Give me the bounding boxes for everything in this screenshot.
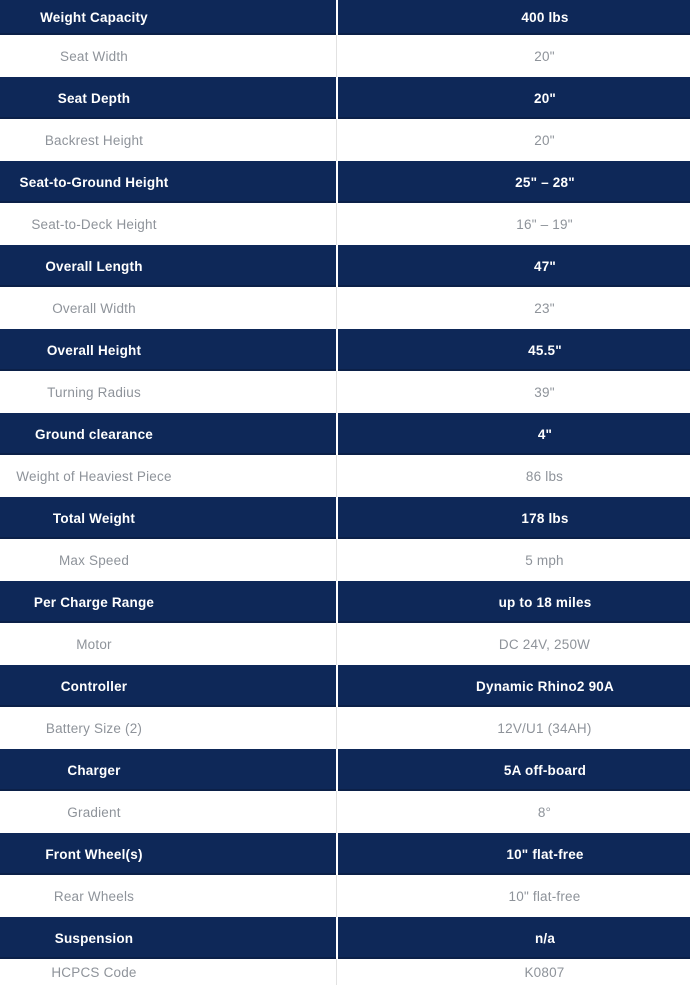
spec-value: Dynamic Rhino2 90A xyxy=(336,665,690,707)
spec-label: Max Speed xyxy=(58,552,130,568)
spec-row: Overall Height 45.5" xyxy=(0,329,690,371)
spec-label: Weight of Heaviest Piece xyxy=(16,468,172,484)
spec-value: 20" xyxy=(336,119,690,161)
spec-label: Overall Height xyxy=(46,342,142,358)
spec-value: 4" xyxy=(336,413,690,455)
spec-row: HCPCS Code K0807 xyxy=(0,959,690,985)
spec-value: 12V/U1 (34AH) xyxy=(336,707,690,749)
spec-label: Front Wheel(s) xyxy=(45,846,143,862)
spec-label: Seat Width xyxy=(59,48,129,64)
spec-value: n/a xyxy=(336,917,690,959)
spec-row: Per Charge Range up to 18 miles xyxy=(0,581,690,623)
spec-value: 86 lbs xyxy=(336,455,690,497)
spec-label: Motor xyxy=(76,636,112,652)
spec-row: Weight of Heaviest Piece 86 lbs xyxy=(0,455,690,497)
spec-row: Motor DC 24V, 250W xyxy=(0,623,690,665)
spec-label: Backrest Height xyxy=(44,132,144,148)
spec-value: 10" flat-free xyxy=(336,833,690,875)
spec-row: Overall Width 23" xyxy=(0,287,690,329)
spec-row: Weight Capacity 400 lbs xyxy=(0,0,690,35)
spec-row: Turning Radius 39" xyxy=(0,371,690,413)
spec-value: 5 mph xyxy=(336,539,690,581)
spec-label: Weight Capacity xyxy=(40,10,148,25)
spec-row: Ground clearance 4" xyxy=(0,413,690,455)
spec-label: Rear Wheels xyxy=(53,888,135,904)
spec-value: 45.5" xyxy=(336,329,690,371)
spec-label: Total Weight xyxy=(52,510,136,526)
spec-value: 5A off-board xyxy=(336,749,690,791)
spec-row: Backrest Height 20" xyxy=(0,119,690,161)
spec-row: Charger 5A off-board xyxy=(0,749,690,791)
spec-value: 23" xyxy=(336,287,690,329)
spec-row: Gradient 8° xyxy=(0,791,690,833)
spec-label: Per Charge Range xyxy=(33,594,155,610)
spec-row: Controller Dynamic Rhino2 90A xyxy=(0,665,690,707)
spec-row: Front Wheel(s) 10" flat-free xyxy=(0,833,690,875)
spec-label: Ground clearance xyxy=(35,426,153,442)
spec-value: 20" xyxy=(336,77,690,119)
spec-value: 178 lbs xyxy=(336,497,690,539)
spec-value: 20" xyxy=(336,35,690,77)
spec-row: Total Weight 178 lbs xyxy=(0,497,690,539)
spec-row: Seat Width 20" xyxy=(0,35,690,77)
spec-label: Battery Size (2) xyxy=(45,720,143,736)
spec-value: 39" xyxy=(336,371,690,413)
spec-row: Overall Length 47" xyxy=(0,245,690,287)
spec-value: K0807 xyxy=(336,959,690,985)
spec-label: Suspension xyxy=(54,930,134,946)
spec-value: up to 18 miles xyxy=(336,581,690,623)
spec-row: Battery Size (2) 12V/U1 (34AH) xyxy=(0,707,690,749)
spec-label: Turning Radius xyxy=(47,384,141,400)
spec-row: Suspension n/a xyxy=(0,917,690,959)
spec-label: Overall Width xyxy=(52,300,136,316)
spec-row: Max Speed 5 mph xyxy=(0,539,690,581)
spec-label: Controller xyxy=(60,678,128,694)
spec-label: Overall Length xyxy=(45,258,143,274)
spec-row: Rear Wheels 10" flat-free xyxy=(0,875,690,917)
spec-value: 400 lbs xyxy=(336,0,690,35)
spec-label: Seat-to-Deck Height xyxy=(31,216,157,232)
spec-row: Seat-to-Deck Height 16" – 19" xyxy=(0,203,690,245)
spec-value: 10" flat-free xyxy=(336,875,690,917)
spec-label: Gradient xyxy=(67,804,121,820)
spec-label: Charger xyxy=(67,762,121,778)
spec-value: 47" xyxy=(336,245,690,287)
spec-row: Seat-to-Ground Height 25" – 28" xyxy=(0,161,690,203)
spec-label: Seat-to-Ground Height xyxy=(19,174,169,190)
spec-label: Seat Depth xyxy=(57,90,131,106)
spec-label: HCPCS Code xyxy=(51,964,137,980)
spec-row: Seat Depth 20" xyxy=(0,77,690,119)
spec-value: 16" – 19" xyxy=(336,203,690,245)
spec-value: DC 24V, 250W xyxy=(336,623,690,665)
spec-value: 25" – 28" xyxy=(336,161,690,203)
spec-value: 8° xyxy=(336,791,690,833)
